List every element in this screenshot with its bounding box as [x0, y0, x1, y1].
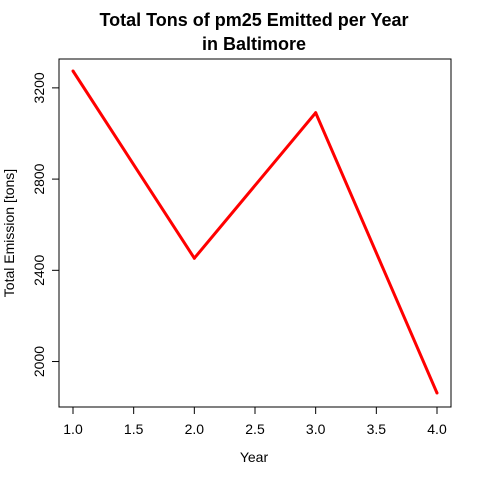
x-tick-label: 3.0: [306, 421, 326, 437]
x-tick-label: 1.5: [124, 421, 144, 437]
data-point: [192, 256, 196, 260]
x-tick-label: 2.0: [185, 421, 205, 437]
y-tick-label: 2800: [31, 163, 47, 194]
chart-title-line1: Total Tons of pm25 Emitted per Year: [99, 10, 408, 30]
x-tick-label: 2.5: [245, 421, 265, 437]
chart-title-line2: in Baltimore: [202, 34, 306, 54]
series-line: [71, 70, 439, 394]
x-tick-label: 3.5: [367, 421, 387, 437]
x-axis-label: Year: [240, 449, 269, 465]
x-tick-label: 4.0: [427, 421, 447, 437]
data-point: [314, 111, 318, 115]
plot-area: [58, 58, 452, 408]
data-point: [435, 391, 439, 395]
y-axis-label: Total Emission [tons]: [1, 169, 17, 297]
data-point: [71, 69, 75, 73]
y-tick-label: 3200: [31, 72, 47, 103]
x-tick-label: 1.0: [63, 421, 83, 437]
y-axis: 2000 2400 2800 3200: [31, 72, 60, 377]
y-tick-label: 2400: [31, 255, 47, 286]
y-tick-label: 2000: [31, 346, 47, 377]
x-axis: 1.0 1.5 2.0 2.5 3.0 3.5 4.0: [63, 406, 447, 437]
